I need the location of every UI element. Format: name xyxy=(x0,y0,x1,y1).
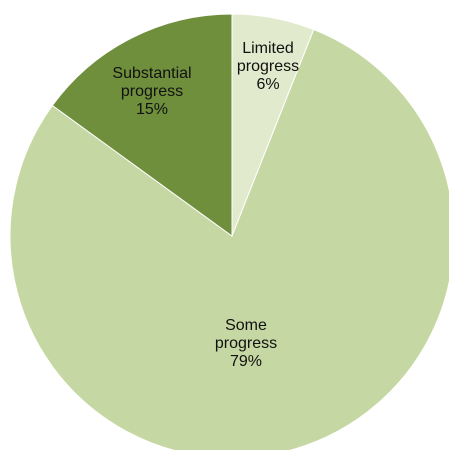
pie-label-percent: 15% xyxy=(136,101,168,118)
pie-label-line: Limited xyxy=(242,40,294,57)
pie-slice-some-progress xyxy=(9,28,449,450)
pie-label-substantial-progress: Substantial progress 15% xyxy=(112,65,191,118)
pie-label-line: progress xyxy=(237,58,299,75)
pie-label-line: Substantial xyxy=(112,65,191,82)
pie-labels: Limited progress 6%Some progress 79%Substant… xyxy=(112,40,299,370)
pie-label-limited-progress: Limited progress 6% xyxy=(237,40,299,93)
pie-label-line: progress xyxy=(215,335,277,352)
pie-slice-substantial-progress xyxy=(51,13,233,237)
pie-label-percent: 6% xyxy=(256,76,279,93)
pie-label-some-progress: Some progress 79% xyxy=(215,317,277,370)
pie-label-line: Some xyxy=(225,317,267,334)
pie-slices xyxy=(9,13,449,450)
pie-label-percent: 79% xyxy=(230,353,262,370)
pie-label-line: progress xyxy=(121,83,183,100)
